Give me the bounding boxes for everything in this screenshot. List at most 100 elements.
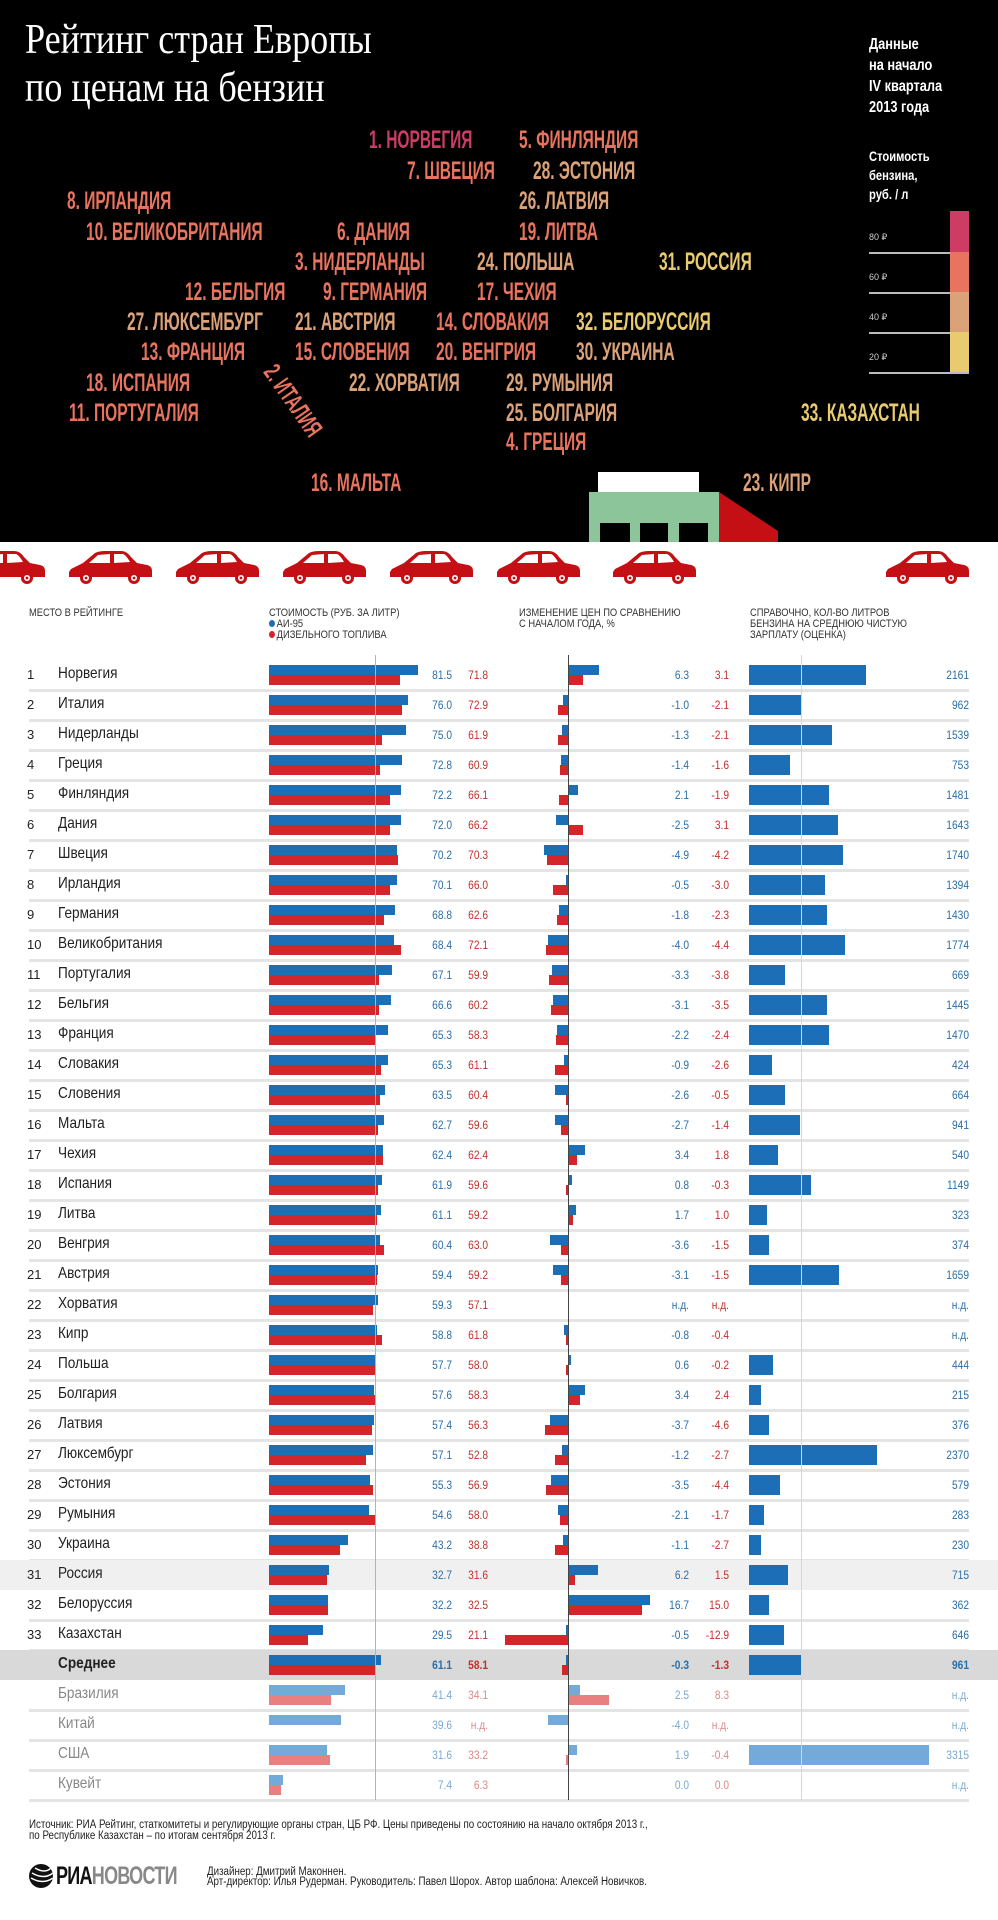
diesel-change-value: -2.7 (711, 1448, 729, 1462)
ai95-change-bar (549, 1415, 568, 1425)
ai95-change-bar (555, 815, 568, 825)
ai95-price-value: 61.9 (432, 1178, 452, 1192)
ai95-change-bar (563, 1055, 568, 1065)
ai95-change-bar (568, 1145, 585, 1155)
country-name: Россия (58, 1565, 103, 1582)
diesel-change-value: -4.4 (711, 938, 729, 952)
row-divider (29, 1229, 969, 1232)
diesel-price-value: 31.6 (468, 1568, 488, 1582)
country-rank-label: 16. МАЛЬТА (311, 469, 402, 497)
diesel-change-value: 8.3 (714, 1688, 729, 1702)
diesel-change-value: 15.0 (709, 1598, 729, 1612)
car-icon (174, 547, 260, 585)
diesel-price-bar (269, 1665, 376, 1675)
row-divider (29, 1499, 969, 1502)
country-name: Словакия (58, 1055, 120, 1072)
car-icon (495, 547, 581, 585)
country-name: Казахстан (58, 1625, 122, 1642)
country-name: Греция (58, 755, 103, 772)
liters-value: 753 (951, 758, 969, 772)
diesel-price-bar (269, 1305, 374, 1315)
row-divider (29, 1109, 969, 1112)
liters-value: 1481 (946, 788, 969, 802)
country-name: Италия (58, 695, 105, 712)
liters-value: 362 (951, 1598, 969, 1612)
liters-value: 374 (951, 1238, 969, 1252)
liters-value: 215 (951, 1388, 969, 1402)
average-row: Среднее 61.1 58.1 -0.3 -1.3 961 (0, 1650, 998, 1680)
rank-number: 6 (27, 817, 35, 832)
liters-bar (749, 1115, 800, 1135)
diesel-price-value: 60.9 (468, 758, 488, 772)
ai95-change-value: -4.0 (671, 938, 689, 952)
diesel-price-bar (269, 1425, 373, 1435)
ai95-price-value: 72.0 (432, 818, 452, 832)
rank-number: 32 (27, 1597, 42, 1612)
table-row: 9 Германия 68.8 62.6 -1.8 -2.3 1430 (0, 900, 998, 932)
rank-number: 20 (27, 1237, 42, 1252)
diesel-change-bar (568, 1155, 577, 1165)
diesel-price-value: 56.9 (468, 1478, 488, 1492)
liters-bar (749, 1385, 761, 1405)
ai95-change-value: -4.9 (671, 848, 689, 862)
diesel-change-bar (566, 1755, 568, 1765)
ai95-price-bar (269, 1595, 328, 1605)
ai95-change-bar (568, 1205, 577, 1215)
diesel-price-bar (269, 1575, 327, 1585)
legend-tick-label: 40 ₽ (869, 312, 888, 322)
rank-number: 2 (27, 697, 35, 712)
table-row: 20 Венгрия 60.4 63.0 -3.6 -1.5 374 (0, 1230, 998, 1262)
ai95-price-bar (269, 1655, 381, 1665)
ai95-change-bar (566, 1655, 568, 1665)
liters-bar (749, 1205, 767, 1225)
country-rank-label: 8. ИРЛАНДИЯ (67, 187, 172, 215)
diesel-price-value: 34.1 (468, 1688, 488, 1702)
diesel-change-bar (549, 975, 568, 985)
ai95-price-bar (269, 1535, 349, 1545)
ai95-price-value: 41.4 (432, 1688, 452, 1702)
table-row: 24 Польша 57.7 58.0 0.6 -0.2 444 (0, 1350, 998, 1382)
globe-icon (29, 1864, 53, 1888)
diesel-price-bar (269, 1485, 374, 1495)
diesel-price-value: 59.6 (468, 1118, 488, 1132)
ai95-change-bar (555, 1085, 568, 1095)
ai95-price-bar (269, 1775, 283, 1785)
ai95-change-value: 1.9 (674, 1748, 689, 1762)
table-row: 12 Бельгия 66.6 60.2 -3.1 -3.5 1445 (0, 990, 998, 1022)
diesel-price-value: 32.5 (468, 1598, 488, 1612)
rank-number: 3 (27, 727, 35, 742)
liters-bar (749, 1085, 785, 1105)
ai95-price-bar (269, 1565, 329, 1575)
country-name: Словения (58, 1085, 121, 1102)
row-divider (29, 1799, 969, 1802)
diesel-change-value: -4.4 (711, 1478, 729, 1492)
rank-number: 31 (27, 1567, 42, 1582)
rank-number: 7 (27, 847, 35, 862)
ria-novosti-logo: РИАНОВОСТИ (29, 1862, 224, 1890)
ai95-change-value: -1.1 (671, 1538, 689, 1552)
ai95-price-value: 39.6 (432, 1718, 452, 1732)
row-divider (29, 1349, 969, 1352)
diesel-change-value: 3.1 (714, 818, 729, 832)
liters-bar (749, 1445, 878, 1465)
rank-number: 9 (27, 907, 35, 922)
ai95-price-bar (269, 1475, 371, 1485)
country-name: Швеция (58, 845, 108, 862)
liters-bar (749, 905, 827, 925)
diesel-change-value: -1.3 (711, 1658, 729, 1672)
liters-bar (749, 995, 828, 1015)
ai95-change-value: -3.5 (671, 1478, 689, 1492)
credits-line: Дизайнер: Дмитрий Маконнен. (207, 1866, 347, 1878)
ai95-change-value: 2.1 (674, 788, 689, 802)
diesel-change-value: 1.0 (714, 1208, 729, 1222)
diesel-change-bar (565, 1095, 568, 1105)
liters-value: 2161 (946, 668, 969, 682)
diesel-price-value: 62.6 (468, 908, 488, 922)
note-line: на начало (869, 57, 933, 74)
row-divider (29, 719, 969, 722)
table-row: 28 Эстония 55.3 56.9 -3.5 -4.4 579 (0, 1470, 998, 1502)
diesel-price-value: 59.2 (468, 1268, 488, 1282)
table-row: 25 Болгария 57.6 58.3 3.4 2.4 215 (0, 1380, 998, 1412)
zero-change-axis (568, 655, 569, 1800)
liters-bar (749, 965, 786, 985)
